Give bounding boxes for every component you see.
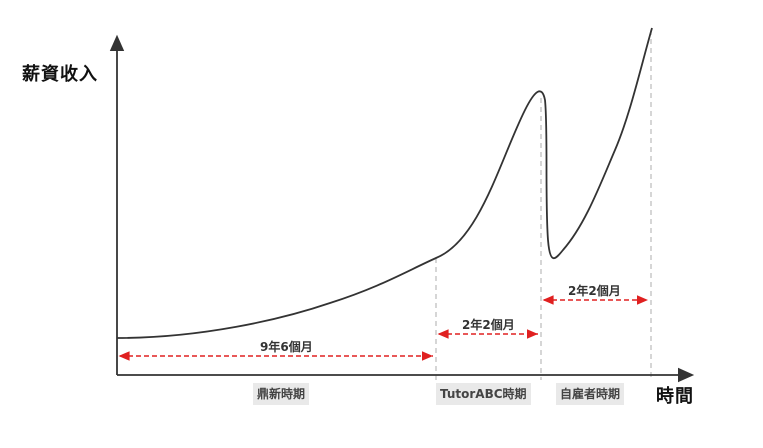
y-axis-title: 薪資收入 xyxy=(22,64,98,85)
phase-label-1: 鼎新時期 xyxy=(253,383,310,405)
x-axis-title: 時間 xyxy=(656,386,694,407)
phase-label-2: TutorABC時期 xyxy=(436,383,531,405)
income-curve xyxy=(116,27,653,339)
duration-label-2: 2年2個月 xyxy=(462,318,515,332)
duration-label-3: 2年2個月 xyxy=(568,284,621,298)
duration-label-1: 9年6個月 xyxy=(260,340,313,354)
phase-label-3: 自雇者時期 xyxy=(556,383,625,405)
